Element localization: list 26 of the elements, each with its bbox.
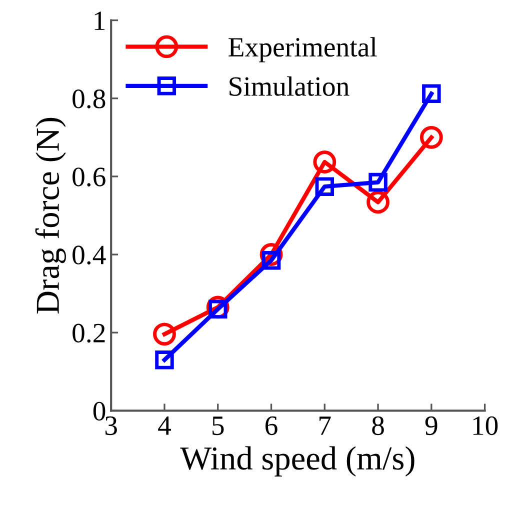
x-tick-label: 9 <box>425 416 438 436</box>
legend-label: Experimental <box>228 37 377 62</box>
x-tick-label: 10 <box>473 416 498 436</box>
point <box>155 350 174 370</box>
point <box>368 172 388 192</box>
legend-label: Simulation <box>230 76 350 96</box>
x-axis-title: Wind speed (m/s) <box>180 446 414 477</box>
point <box>313 150 336 174</box>
y-tick-label: 0.6 <box>72 168 106 186</box>
point <box>422 84 441 104</box>
x-tick-label: 4 <box>158 416 171 435</box>
point <box>366 190 390 214</box>
y-tick-label: 0.8 <box>72 90 106 108</box>
point <box>153 322 176 346</box>
x-tick-label: 3 <box>105 416 117 436</box>
x-tick-label: 7 <box>320 416 331 435</box>
x-tick-label: 8 <box>372 416 384 436</box>
y-axis-title: Drag force (N) <box>35 118 66 314</box>
y-tick-label: 0 <box>93 402 106 421</box>
point <box>420 126 443 149</box>
y-tick-label: 0.4 <box>72 246 106 265</box>
point <box>315 177 334 196</box>
x-tick-label: 5 <box>212 416 224 436</box>
x-tick-label: 6 <box>266 416 278 436</box>
y-tick-label: 0.2 <box>72 324 105 343</box>
y-tick-label: 1 <box>94 12 105 30</box>
